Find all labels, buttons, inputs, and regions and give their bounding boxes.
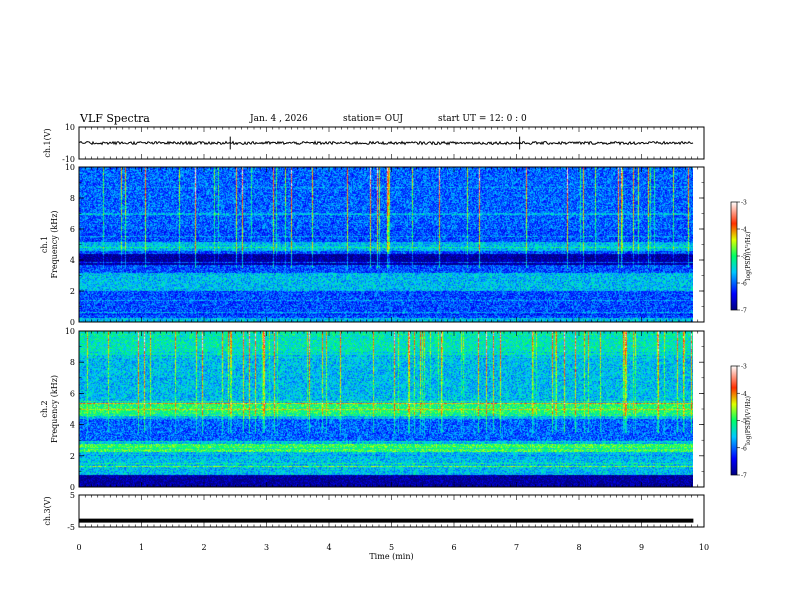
panel-3-ylabel: Frequency (kHz) (50, 375, 59, 443)
x-tick-label: 9 (639, 543, 644, 552)
ch1-waveform (78, 140, 694, 146)
panel-4-ylabel: ch.3(V) (43, 496, 52, 525)
y-tick-label: 10 (65, 163, 75, 172)
x-axis-label: Time (min) (369, 552, 413, 561)
y-tick-label: -5 (67, 523, 75, 532)
x-tick-label: 3 (264, 543, 269, 552)
x-tick-label: 10 (699, 543, 709, 552)
colorbar-tick-label: -5 (741, 254, 747, 261)
colorbar-tick-label: -4 (741, 227, 747, 234)
x-tick-label: 5 (389, 543, 394, 552)
colorbar-tick-label: -7 (741, 308, 747, 315)
x-tick-label: 0 (76, 543, 81, 552)
spectrogram-ch1 (79, 167, 693, 322)
panel-2-channel-label: ch.1 (40, 236, 49, 253)
colorbar-tick-label: -3 (741, 364, 747, 371)
y-tick-label: 6 (70, 225, 75, 234)
colorbar-tick-label: -4 (741, 391, 747, 398)
y-tick-label: 5 (70, 491, 75, 500)
panel-3-channel-label: ch.2 (40, 400, 49, 417)
y-tick-label: 6 (70, 389, 75, 398)
y-tick-label: -10 (62, 155, 75, 164)
y-tick-label: 10 (65, 123, 75, 132)
y-tick-label: 2 (70, 287, 75, 296)
y-tick-label: 0 (70, 483, 75, 492)
panel-1-ylabel: ch.1(V) (43, 128, 52, 157)
station-label: station= OUJ (343, 114, 404, 124)
colorbar-tick-label: -5 (741, 418, 747, 425)
colorbar-2 (730, 201, 738, 311)
x-tick-label: 4 (326, 543, 331, 552)
x-tick-label: 1 (139, 543, 144, 552)
x-tick-label: 8 (576, 543, 581, 552)
chart-title: VLF Spectra (80, 112, 150, 125)
x-tick-label: 6 (451, 543, 456, 552)
start-time-label: start UT = 12: 0 : 0 (438, 114, 527, 124)
colorbar-3-label: log(PSD)(V²/Hz) (745, 396, 752, 445)
colorbar-2-label: log(PSD)(V²/Hz) (745, 232, 752, 281)
colorbar-tick-label: -6 (741, 445, 747, 452)
y-tick-label: 2 (70, 452, 75, 461)
y-tick-label: 8 (70, 194, 75, 203)
colorbar-3 (730, 365, 738, 476)
panel-2-ylabel: Frequency (kHz) (50, 210, 59, 278)
colorbar-tick-label: -6 (741, 281, 747, 288)
spectrogram-ch2 (79, 331, 693, 487)
y-tick-label: 10 (65, 327, 75, 336)
y-tick-label: 4 (70, 421, 75, 430)
colorbar-tick-label: -7 (741, 473, 747, 480)
y-tick-label: 4 (70, 256, 75, 265)
y-tick-label: 0 (70, 318, 75, 327)
colorbar-tick-label: -3 (741, 200, 747, 207)
x-tick-label: 2 (201, 543, 206, 552)
y-tick-label: 8 (70, 358, 75, 367)
x-tick-label: 7 (514, 543, 519, 552)
date-label: Jan. 4 , 2026 (250, 114, 308, 124)
